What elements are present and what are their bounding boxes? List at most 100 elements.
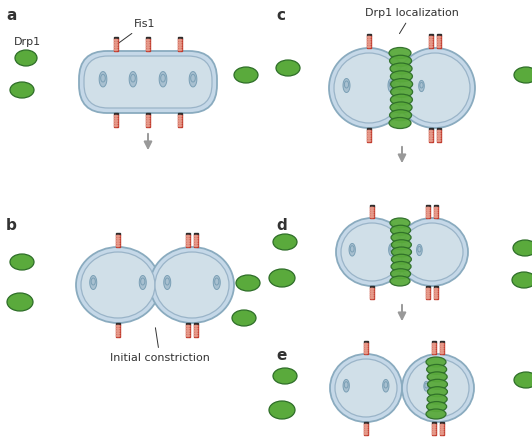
Ellipse shape — [434, 290, 438, 292]
Ellipse shape — [429, 39, 433, 40]
Bar — [364, 343, 368, 354]
Ellipse shape — [390, 218, 410, 228]
Ellipse shape — [117, 235, 120, 237]
Ellipse shape — [178, 120, 182, 122]
Ellipse shape — [194, 235, 198, 237]
Ellipse shape — [440, 343, 444, 345]
Ellipse shape — [390, 269, 411, 279]
Ellipse shape — [194, 238, 198, 239]
Ellipse shape — [178, 42, 182, 44]
Bar — [426, 288, 430, 299]
Bar — [426, 286, 430, 288]
PathPatch shape — [390, 246, 394, 252]
Ellipse shape — [114, 120, 118, 122]
Ellipse shape — [429, 140, 433, 142]
PathPatch shape — [349, 243, 355, 256]
Ellipse shape — [437, 131, 440, 132]
Bar — [194, 323, 198, 325]
Ellipse shape — [364, 429, 368, 430]
PathPatch shape — [424, 381, 429, 391]
Ellipse shape — [367, 39, 371, 40]
PathPatch shape — [190, 74, 195, 82]
Ellipse shape — [389, 118, 411, 128]
Ellipse shape — [426, 216, 430, 218]
Ellipse shape — [426, 293, 430, 294]
Ellipse shape — [437, 133, 440, 135]
Bar — [429, 128, 433, 130]
Ellipse shape — [186, 240, 190, 242]
PathPatch shape — [344, 81, 348, 88]
Ellipse shape — [389, 48, 411, 59]
Ellipse shape — [117, 328, 120, 329]
Ellipse shape — [370, 216, 373, 218]
Ellipse shape — [178, 118, 182, 119]
Ellipse shape — [433, 350, 436, 352]
Ellipse shape — [10, 82, 34, 98]
PathPatch shape — [419, 80, 425, 91]
Ellipse shape — [146, 40, 149, 41]
PathPatch shape — [189, 71, 197, 87]
Ellipse shape — [396, 218, 468, 286]
Bar — [194, 233, 198, 235]
Ellipse shape — [114, 49, 118, 51]
Ellipse shape — [367, 41, 371, 43]
Ellipse shape — [146, 49, 149, 51]
Ellipse shape — [114, 40, 118, 41]
Bar — [434, 207, 438, 218]
Ellipse shape — [426, 214, 430, 215]
Ellipse shape — [426, 210, 430, 211]
Bar — [370, 205, 374, 207]
Bar — [186, 323, 190, 325]
Ellipse shape — [429, 46, 433, 48]
PathPatch shape — [131, 74, 135, 82]
Ellipse shape — [114, 125, 118, 127]
Ellipse shape — [370, 214, 373, 215]
Bar — [114, 113, 118, 115]
Ellipse shape — [402, 354, 474, 422]
Text: Drp1: Drp1 — [14, 37, 41, 47]
Ellipse shape — [392, 254, 411, 264]
Ellipse shape — [146, 118, 149, 119]
Ellipse shape — [367, 44, 371, 45]
Bar — [364, 422, 368, 424]
Text: Fis1: Fis1 — [118, 19, 155, 44]
Ellipse shape — [367, 133, 371, 135]
Bar — [437, 130, 440, 142]
PathPatch shape — [425, 383, 428, 388]
Ellipse shape — [370, 207, 373, 209]
Ellipse shape — [329, 48, 409, 128]
Bar — [433, 424, 436, 435]
PathPatch shape — [90, 276, 97, 289]
Ellipse shape — [433, 345, 436, 347]
Ellipse shape — [186, 330, 190, 332]
Bar — [186, 235, 190, 247]
Ellipse shape — [117, 245, 120, 246]
Ellipse shape — [114, 123, 118, 124]
Ellipse shape — [194, 333, 198, 334]
Bar — [364, 424, 368, 435]
Ellipse shape — [273, 368, 297, 384]
Ellipse shape — [114, 42, 118, 44]
Ellipse shape — [433, 348, 436, 349]
Ellipse shape — [364, 352, 368, 354]
Ellipse shape — [429, 135, 433, 137]
Bar — [426, 205, 430, 207]
Ellipse shape — [426, 212, 430, 213]
Ellipse shape — [76, 247, 160, 323]
Ellipse shape — [426, 295, 430, 297]
Ellipse shape — [437, 135, 440, 137]
Ellipse shape — [426, 288, 430, 290]
Ellipse shape — [390, 63, 412, 74]
Ellipse shape — [194, 330, 198, 332]
Text: Initial constriction: Initial constriction — [110, 328, 210, 363]
Ellipse shape — [426, 290, 430, 292]
PathPatch shape — [417, 244, 422, 256]
Ellipse shape — [514, 372, 532, 388]
Bar — [437, 128, 441, 130]
Ellipse shape — [364, 343, 368, 345]
Ellipse shape — [117, 335, 120, 337]
Ellipse shape — [232, 310, 256, 326]
Ellipse shape — [341, 223, 403, 281]
Bar — [434, 286, 438, 288]
Bar — [146, 37, 150, 39]
